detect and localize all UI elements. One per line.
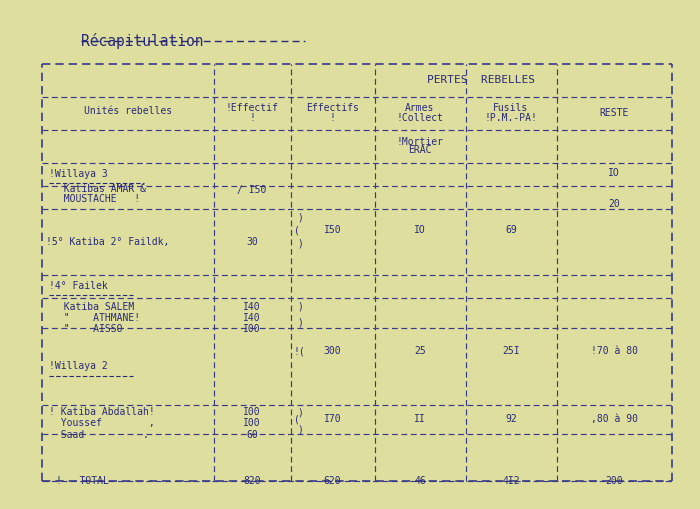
Text: 30: 30 — [246, 237, 258, 247]
Text: 20: 20 — [608, 199, 620, 209]
Text: (: ( — [294, 225, 300, 235]
Text: Récapitulation: Récapitulation — [80, 33, 203, 49]
Text: MOUSTACHE   !: MOUSTACHE ! — [52, 194, 141, 204]
Text: 620: 620 — [323, 476, 342, 486]
Text: !Willaya 2: !Willaya 2 — [49, 361, 108, 372]
Text: !P.M.-PA!: !P.M.-PA! — [484, 114, 538, 123]
Text: Katiba SALEM: Katiba SALEM — [52, 302, 134, 312]
Text: Armes: Armes — [405, 103, 435, 113]
Text: I40: I40 — [243, 302, 261, 312]
Text: Katibas AMAR &: Katibas AMAR & — [52, 184, 146, 194]
Text: !   TOTAL: ! TOTAL — [56, 476, 109, 486]
Text: ): ) — [298, 317, 303, 327]
Text: 69: 69 — [505, 225, 517, 235]
Text: !Collect: !Collect — [396, 114, 444, 123]
Text: / I50: / I50 — [237, 185, 267, 194]
Text: ): ) — [298, 407, 303, 417]
Text: Unités rebelles: Unités rebelles — [84, 106, 172, 116]
Text: IO: IO — [414, 225, 426, 235]
Text: I00: I00 — [243, 324, 261, 334]
Text: Effectifs: Effectifs — [306, 103, 359, 113]
Text: I40: I40 — [243, 313, 261, 323]
Text: PERTES  REBELLES: PERTES REBELLES — [427, 75, 536, 85]
Text: !Mortier: !Mortier — [396, 137, 444, 147]
Text: !4° Failek: !4° Failek — [49, 281, 108, 291]
Text: I00: I00 — [243, 418, 261, 429]
Text: Saad          .: Saad . — [49, 430, 149, 440]
Text: ): ) — [298, 302, 303, 312]
Text: I50: I50 — [323, 225, 342, 235]
Text: 820: 820 — [243, 476, 261, 486]
Text: "    ATHMANE!: " ATHMANE! — [52, 313, 141, 323]
Text: !Willaya 3: !Willaya 3 — [49, 169, 108, 179]
Text: Youssef        ,: Youssef , — [49, 418, 155, 429]
Text: ): ) — [298, 213, 303, 222]
Text: 300: 300 — [323, 346, 342, 356]
Text: I00: I00 — [243, 407, 261, 417]
Text: 46: 46 — [414, 476, 426, 486]
Text: 60: 60 — [246, 430, 258, 440]
Text: 200: 200 — [606, 476, 623, 486]
Text: ,80 à 90: ,80 à 90 — [591, 414, 638, 424]
Text: !: ! — [249, 114, 255, 123]
Text: ): ) — [298, 425, 303, 435]
Text: ): ) — [298, 238, 303, 248]
Text: !(: !( — [294, 346, 306, 356]
Text: !70 à 80: !70 à 80 — [591, 346, 638, 356]
Text: Fusils: Fusils — [494, 103, 528, 113]
Text: 4I2: 4I2 — [502, 476, 520, 486]
Text: 25: 25 — [414, 346, 426, 356]
Text: ERAC: ERAC — [408, 146, 432, 155]
Text: I70: I70 — [323, 414, 342, 424]
Text: II: II — [414, 414, 426, 424]
Text: !5° Katiba 2° Faildk,: !5° Katiba 2° Faildk, — [46, 237, 169, 247]
Text: "    AISSO: " AISSO — [52, 324, 134, 334]
Text: RESTE: RESTE — [600, 108, 629, 118]
Text: !: ! — [330, 114, 335, 123]
Text: 25I: 25I — [502, 346, 520, 356]
Text: IO: IO — [608, 168, 620, 178]
Text: ! Katiba Abdallah!: ! Katiba Abdallah! — [49, 407, 155, 417]
Text: 92: 92 — [505, 414, 517, 424]
Text: !Effectif: !Effectif — [225, 103, 279, 113]
Text: (: ( — [294, 414, 300, 424]
